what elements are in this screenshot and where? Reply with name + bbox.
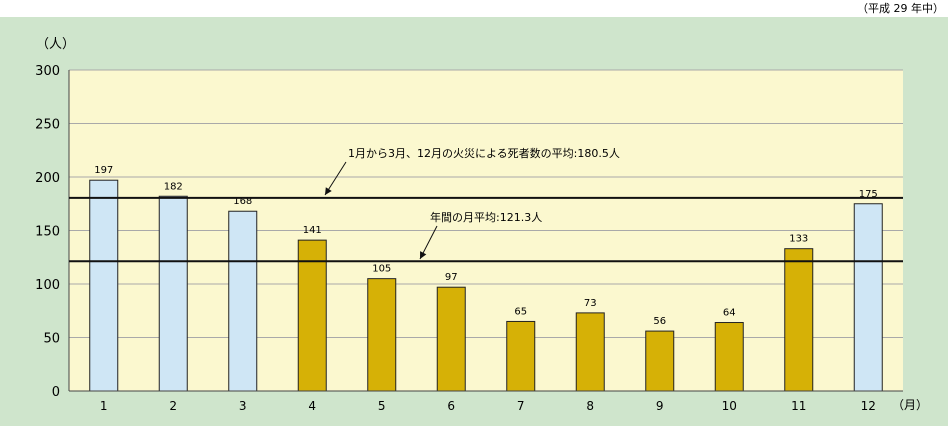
- bar: [784, 248, 814, 392]
- data-label: 65: [514, 306, 527, 317]
- x-tick-label: 5: [378, 399, 386, 413]
- x-tick-label: 3: [239, 399, 247, 413]
- x-tick-label: 10: [722, 399, 737, 413]
- y-tick-label: 150: [35, 225, 60, 240]
- x-tick-label: 8: [586, 399, 594, 413]
- data-label: 175: [859, 189, 878, 200]
- data-label: 56: [653, 316, 666, 327]
- annotation-arrowhead: [420, 251, 427, 259]
- x-tick-label: 11: [791, 399, 806, 413]
- y-tick-label: 200: [35, 171, 60, 186]
- x-tick-label: 9: [656, 399, 664, 413]
- reference-lines: 1月から3月、12月の火災による死者数の平均:180.5人年間の月平均:121.…: [69, 147, 903, 263]
- data-label: 64: [723, 308, 736, 319]
- bar: [89, 179, 119, 392]
- bar: [367, 278, 397, 392]
- data-label: 105: [372, 264, 391, 275]
- x-tick-label: 6: [447, 399, 455, 413]
- x-tick-label: 7: [517, 399, 525, 413]
- x-axis: 1 2 3 4 5 6 7 8 9 10 11 12: [69, 390, 903, 413]
- data-label: 133: [789, 234, 808, 245]
- data-label: 197: [94, 165, 113, 176]
- bar: [645, 330, 675, 392]
- y-tick-label: 300: [35, 64, 60, 79]
- period-note: （平成 29 年中）: [857, 2, 944, 15]
- y-tick-label: 250: [35, 118, 60, 133]
- bars: 197 182 168 141 105 97 65 73 56 64 133 175: [89, 165, 883, 392]
- x-unit-label: （月）: [892, 398, 928, 412]
- x-tick-label: 1: [100, 399, 108, 413]
- data-label: 97: [445, 272, 458, 283]
- gridlines: [69, 69, 903, 338]
- bar: [297, 239, 327, 392]
- bar: [436, 286, 466, 392]
- bar: [228, 210, 258, 392]
- y-tick-label: 100: [35, 278, 60, 293]
- x-tick-label: 2: [169, 399, 177, 413]
- x-tick-label: 4: [308, 399, 316, 413]
- x-tick-label: 12: [861, 399, 876, 413]
- bar: [575, 312, 605, 392]
- bar: [714, 322, 744, 392]
- y-tick-label: 50: [43, 332, 60, 347]
- reference-line-label: 年間の月平均:121.3人: [430, 210, 542, 224]
- bar: [853, 203, 883, 392]
- reference-line-label: 1月から3月、12月の火災による死者数の平均:180.5人: [348, 147, 620, 160]
- y-axis: 0 50 100 150 200 250 300: [35, 64, 70, 400]
- data-label: 73: [584, 298, 597, 309]
- data-label: 168: [233, 196, 252, 207]
- annotation-arrowhead: [325, 187, 332, 195]
- data-label: 141: [303, 225, 322, 236]
- y-unit-label: （人）: [36, 37, 75, 52]
- bar: [506, 320, 536, 392]
- data-label: 182: [164, 181, 183, 192]
- y-tick-label: 0: [52, 385, 60, 400]
- bar: [158, 195, 188, 392]
